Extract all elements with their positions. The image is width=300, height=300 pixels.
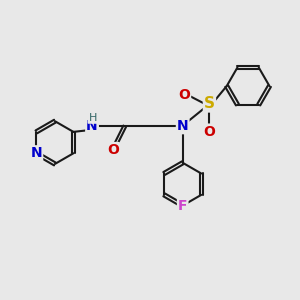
- Text: H: H: [88, 113, 97, 123]
- Text: O: O: [107, 143, 119, 157]
- Text: S: S: [204, 96, 215, 111]
- Text: O: O: [203, 124, 215, 139]
- Text: N: N: [177, 119, 188, 133]
- Text: O: O: [178, 88, 190, 102]
- Text: F: F: [178, 199, 188, 213]
- Text: N: N: [86, 119, 98, 133]
- Text: N: N: [31, 146, 42, 160]
